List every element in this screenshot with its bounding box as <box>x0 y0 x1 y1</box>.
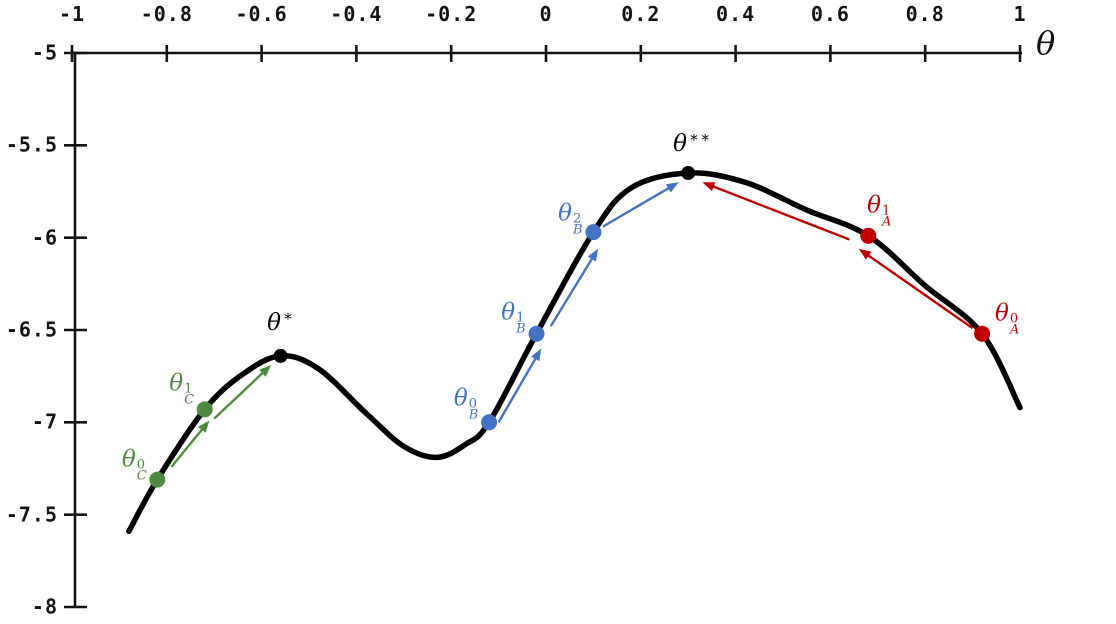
data-point-theta-C0 <box>149 471 166 488</box>
ascent-arrowhead-B-2 <box>531 348 542 362</box>
data-point-theta-double-star <box>681 166 696 180</box>
data-point-theta-B1 <box>528 325 545 342</box>
ascent-arrow-B-4 <box>602 186 671 228</box>
ascent-arrowhead-C-1 <box>259 365 272 377</box>
data-point-theta-A1 <box>860 227 877 244</box>
data-point-theta-A0 <box>974 325 991 342</box>
ascent-arrowhead-C-0 <box>198 420 210 433</box>
data-point-theta-C1 <box>196 401 213 418</box>
ascent-arrow-C-0 <box>170 427 205 468</box>
ascent-arrow-C-1 <box>213 371 265 420</box>
ascent-arrowhead-A-5 <box>858 248 872 260</box>
ascent-arrow-B-3 <box>549 256 594 327</box>
ascent-arrowhead-B-3 <box>587 248 599 262</box>
ascent-arrow-B-2 <box>497 356 538 423</box>
data-point-theta-B0 <box>481 414 498 431</box>
ascent-arrowhead-B-4 <box>665 182 679 193</box>
ascent-arrow-A-5 <box>866 253 974 330</box>
x-axis-title: θ <box>1036 24 1056 62</box>
ascent-arrowhead-A-6 <box>702 182 716 192</box>
likelihood-curve <box>126 170 1023 535</box>
data-point-theta-star <box>273 348 288 363</box>
data-point-theta-B2 <box>585 224 602 241</box>
ascent-arrow-A-6 <box>711 184 850 241</box>
